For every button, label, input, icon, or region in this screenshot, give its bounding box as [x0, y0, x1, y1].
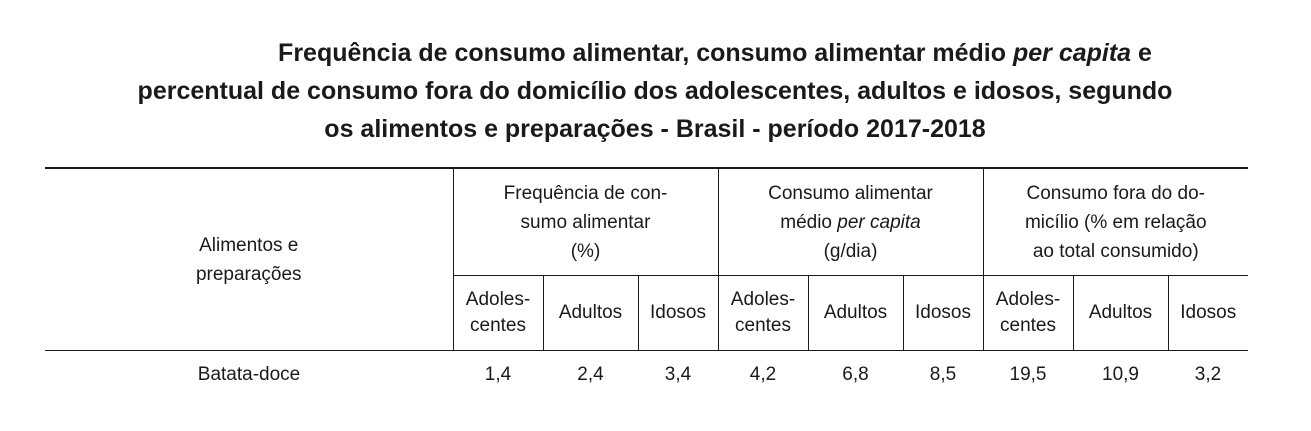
title-line-1-italic: per capita — [1012, 39, 1132, 67]
group-header-frequencia-line-1: Frequência de con- — [503, 182, 668, 204]
subheader-adolescentes-line-1: Adoles- — [730, 289, 796, 310]
subheader-adolescentes-line-2: centes — [470, 315, 526, 336]
title-line-1: Frequência de consumo alimentar, consumo… — [100, 34, 1311, 72]
title-line-3: os alimentos e preparações - Brasil - pe… — [324, 115, 986, 143]
group-header-consumo-medio-line-3: (g/dia) — [823, 240, 878, 262]
subheader-adolescentes-line-2: centes — [735, 315, 791, 336]
title-line-1-text: Frequência de consumo alimentar, consumo… — [278, 39, 1013, 67]
row-label: Batata-doce — [197, 363, 301, 385]
cell-frequencia-adultos: 2,4 — [577, 363, 604, 385]
cell-fora-adultos: 10,9 — [1102, 363, 1139, 385]
cell-consumo-adultos: 6,8 — [842, 363, 869, 385]
table-title: Frequência de consumo alimentar, consumo… — [40, 34, 1270, 148]
data-table: Alimentos e preparações Frequência de co… — [45, 167, 1248, 397]
cell-consumo-adolescentes: 4,2 — [749, 363, 777, 385]
group-header-consumo-medio-line-1: Consumo alimentar — [768, 182, 933, 204]
group-header-consumo-medio: Consumo alimentar médio per capita (g/di… — [718, 167, 984, 276]
title-line-1-end: e — [1131, 39, 1152, 67]
cell-fora-adolescentes: 19,5 — [1009, 363, 1047, 385]
group-header-fora-domicilio: Consumo fora do do- micílio (% em relaçã… — [983, 167, 1248, 276]
title-line-2: percentual de consumo fora do domicílio … — [137, 77, 1173, 105]
group-header-frequencia: Frequência de con- sumo alimentar (%) — [453, 167, 719, 276]
group-header-fora-domicilio-line-2: micílio (% em relação — [1024, 211, 1207, 233]
group-header-fora-domicilio-line-1: Consumo fora do do- — [1026, 182, 1206, 204]
subheader-adolescentes-line-1: Adoles- — [995, 289, 1061, 310]
row-header-line-1: Alimentos e — [199, 234, 299, 256]
subheader-adultos: Adultos — [1073, 275, 1169, 351]
subheader-adultos: Adultos — [808, 275, 904, 351]
group-header-consumo-medio-line-2-italic: per capita — [837, 211, 921, 233]
table-row: Batata-doce 1,4 2,4 3,4 4,2 6,8 8,5 19,5… — [45, 351, 1248, 398]
subheader-adolescentes-line-2: centes — [1000, 315, 1056, 336]
subheader-idosos: Idosos — [903, 275, 984, 351]
group-header-frequencia-line-2: sumo alimentar — [520, 211, 651, 233]
row-header-alimentos: Alimentos e preparações — [45, 167, 454, 351]
group-header-consumo-medio-line-2-text: médio — [780, 211, 838, 233]
cell-frequencia-adolescentes: 1,4 — [484, 363, 512, 385]
group-header-consumo-medio-line-2: médio per capita — [719, 208, 983, 237]
cell-fora-idosos: 3,2 — [1194, 363, 1222, 385]
subheader-idosos: Idosos — [1168, 275, 1248, 351]
cell-consumo-idosos: 8,5 — [929, 363, 957, 385]
row-header-line-2: preparações — [195, 263, 302, 285]
subheader-adolescentes: Adoles- centes — [718, 275, 809, 351]
subheader-idosos: Idosos — [638, 275, 719, 351]
group-header-frequencia-line-3: (%) — [570, 240, 601, 262]
subheader-adolescentes: Adoles- centes — [453, 275, 544, 351]
subheader-adultos: Adultos — [543, 275, 639, 351]
subheader-adolescentes-line-1: Adoles- — [465, 289, 531, 310]
cell-frequencia-idosos: 3,4 — [664, 363, 692, 385]
subheader-adolescentes: Adoles- centes — [983, 275, 1074, 351]
group-header-fora-domicilio-line-3: ao total consumido) — [1032, 240, 1199, 262]
